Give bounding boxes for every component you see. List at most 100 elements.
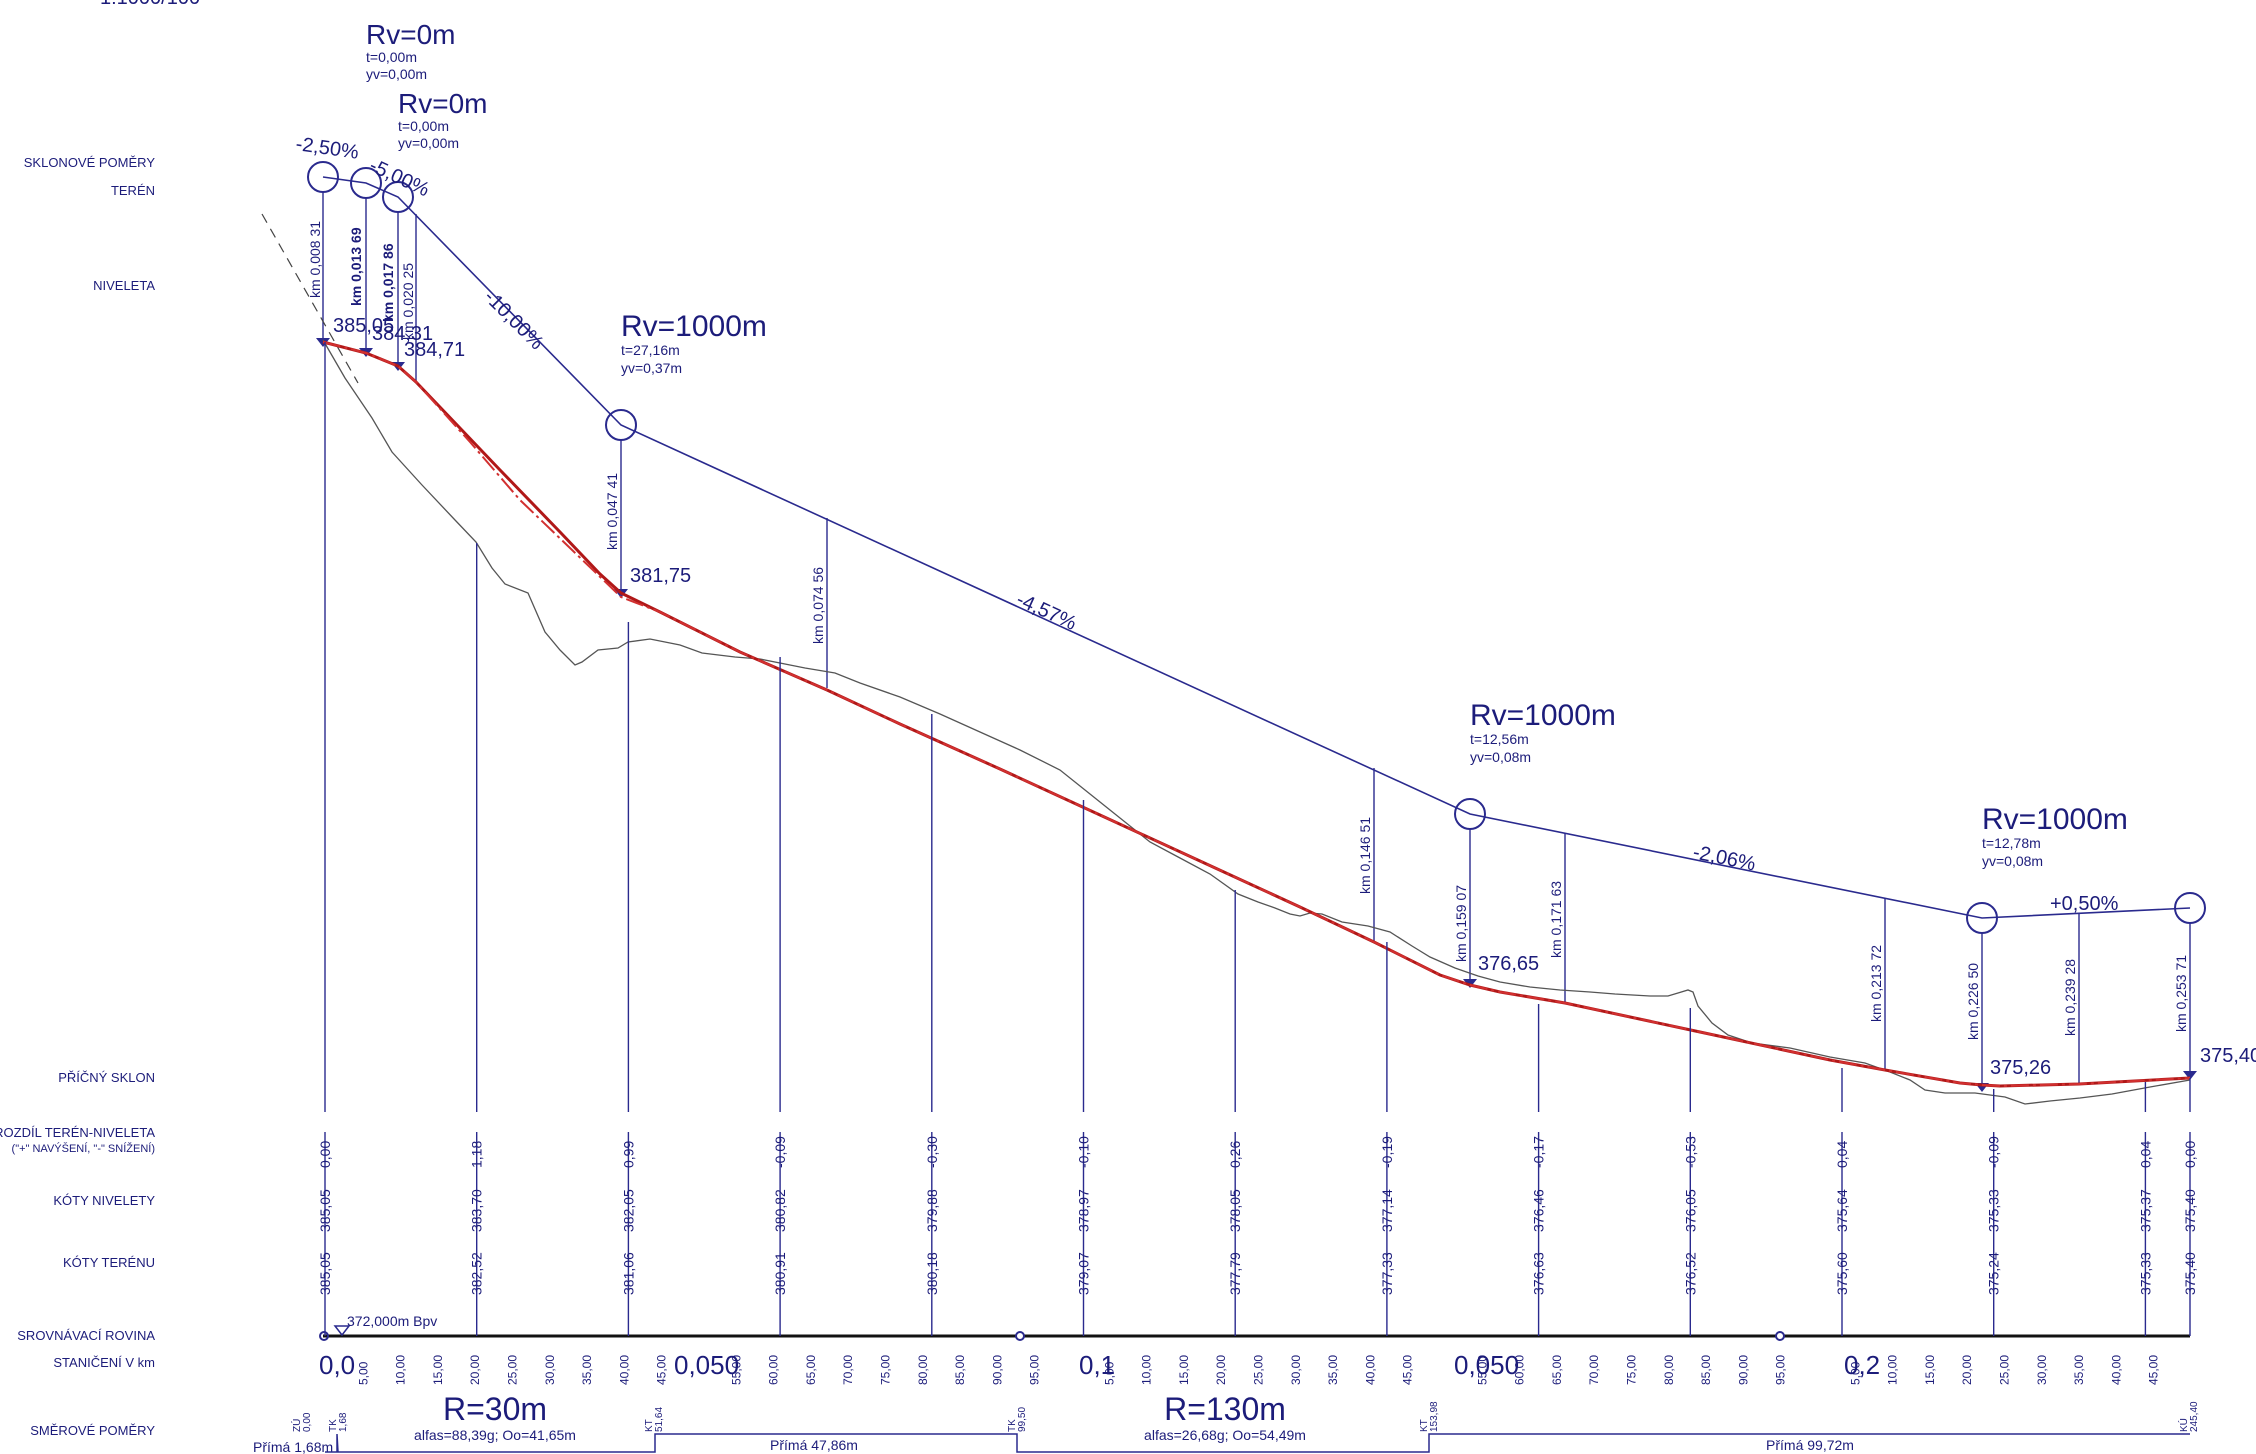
km-label: km 0,008 31 [307,221,323,298]
koty-terenu-value: 377,33 [1379,1252,1395,1295]
station-minor-label: 90,00 [990,1355,1004,1385]
koty-terenu-value: 385,05 [317,1252,333,1295]
koty-terenu-value: 375,24 [1986,1252,2002,1295]
station-minor-label: 45,00 [2147,1355,2161,1385]
elev-label: 385,05 [333,315,394,337]
elev-marker [2183,1071,2197,1080]
datum-label: 372,000m Bpv [347,1313,437,1329]
koty-nivelety-value: 375,37 [2137,1189,2153,1232]
alignment-point-code: KT [644,1419,655,1432]
km-label: km 0,239 28 [2062,959,2078,1036]
station-minor-label: 80,00 [1662,1355,1676,1385]
km-label: km 0,226 50 [1965,963,1981,1040]
koty-nivelety-value: 375,64 [1834,1189,1850,1232]
station-minor-label: 15,00 [431,1355,445,1385]
grade-label-1: -2,50% [294,133,360,164]
rozdil-value: 0,00 [2182,1141,2198,1168]
station-minor-label: 25,00 [506,1355,520,1385]
datum-marker [333,1325,351,1337]
koty-terenu-value: 375,60 [1834,1252,1850,1295]
row-label-sklonove: SKLONOVÉ POMĚRY [24,155,156,170]
station-minor-label: 10,00 [1140,1355,1154,1385]
station-minor-label: 25,00 [1252,1355,1266,1385]
station-minor-label: 5,00 [356,1361,370,1385]
elev-label: 375,26 [1990,1057,2051,1079]
station-minor-label: 90,00 [1736,1355,1750,1385]
grade-label-6: +0,50% [2050,893,2119,915]
station-major-label: 0,0 [319,1350,355,1380]
row-label-staniceni: STANIČENÍ V km [53,1355,155,1370]
station-minor-label: 70,00 [1587,1355,1601,1385]
koty-nivelety-value: 376,46 [1531,1189,1547,1232]
koty-terenu-value: 379,07 [1076,1252,1092,1295]
niveleta-axis-line [322,341,2191,1088]
rozdil-value: -0,17 [1531,1136,1547,1168]
koty-nivelety-value: 385,05 [317,1189,333,1232]
elev-label: 384,31 [372,323,433,345]
station-minor-label: 55,00 [729,1355,743,1385]
km-label: km 0,146 51 [1357,817,1373,894]
station-minor-label: 15,00 [1923,1355,1937,1385]
station-major-label: 0,2 [1844,1350,1880,1380]
koty-terenu-value: 376,63 [1531,1252,1547,1295]
niveleta-line [322,340,2191,1088]
koty-nivelety-value: 376,05 [1682,1189,1698,1232]
km-label: km 0,253 71 [2173,955,2189,1032]
station-minor-label: 85,00 [1699,1355,1713,1385]
koty-terenu-value: 375,40 [2182,1252,2198,1295]
elev-label: 384,71 [404,339,465,361]
koty-terenu-value: 380,91 [772,1252,788,1295]
station-minor-label: 75,00 [1625,1355,1639,1385]
station-minor-label: 75,00 [879,1355,893,1385]
rozdil-value: -0,53 [1682,1136,1698,1168]
rozdil-value: 0,04 [1834,1141,1850,1168]
station-major-label: 0,050 [674,1350,739,1380]
row-label-pricny-sklon: PŘÍČNÝ SKLON [58,1070,155,1085]
rv-t-5: t=12,78m [1982,835,2041,851]
station-minor-label: 60,00 [1513,1355,1527,1385]
km-label: km 0,159 07 [1453,885,1469,962]
km-label: km 0,013 69 [348,227,364,306]
koty-nivelety-value: 379,88 [924,1189,940,1232]
rv-t-2: t=0,00m [398,118,449,134]
station-minor-label: 10,00 [394,1355,408,1385]
station-minor-label: 30,00 [2035,1355,2049,1385]
straight1-label: Přímá 1,68m [253,1439,333,1454]
rozdil-value: 0,26 [1227,1141,1243,1168]
row-label-rozdil: ROZDÍL TERÉN-NIVELETA [0,1125,155,1140]
km-label: km 0,020 25 [400,263,416,340]
rozdil-value: 0,99 [620,1141,636,1168]
station-minor-label: 40,00 [617,1355,631,1385]
station-minor-label: 30,00 [1289,1355,1303,1385]
straight3-label: Přímá 99,72m [1766,1437,1854,1453]
koty-terenu-value: 380,18 [924,1252,940,1295]
rv-title-3: Rv=1000m [621,310,767,343]
elev-label: 375,40 [2200,1045,2256,1067]
construction-line [261,213,359,384]
km-marker-circle [1775,1331,1785,1341]
station-minor-label: 55,00 [1475,1355,1489,1385]
station-minor-label: 65,00 [1550,1355,1564,1385]
koty-nivelety-value: 375,40 [2182,1189,2198,1232]
rozdil-value: -0,19 [1379,1136,1395,1168]
station-minor-label: 45,00 [1401,1355,1415,1385]
station-minor-label: 20,00 [1214,1355,1228,1385]
rv-yv-2: yv=0,00m [398,135,459,151]
rozdil-value: 0,00 [317,1141,333,1168]
station-minor-label: 70,00 [841,1355,855,1385]
row-label-rozdil-sub: ("+" NAVÝŠENÍ, "-" SNÍŽENÍ) [12,1142,155,1155]
station-minor-label: 40,00 [1363,1355,1377,1385]
row-label-niveleta: NIVELETA [93,278,155,293]
grade-label-4: -4,57% [1013,589,1080,635]
straight2-label: Přímá 47,86m [770,1437,858,1453]
rv-yv-4: yv=0,08m [1470,749,1531,765]
terrain-line [322,339,2191,1105]
row-label-smerove: SMĚROVÉ POMĚRY [30,1423,155,1438]
station-minor-label: 5,00 [1102,1361,1116,1385]
station-minor-label: 10,00 [1886,1355,1900,1385]
rv-yv-3: yv=0,37m [621,360,682,376]
koty-nivelety-value: 375,33 [1986,1189,2002,1232]
km-label: km 0,074 56 [810,567,826,644]
station-minor-label: 35,00 [1326,1355,1340,1385]
